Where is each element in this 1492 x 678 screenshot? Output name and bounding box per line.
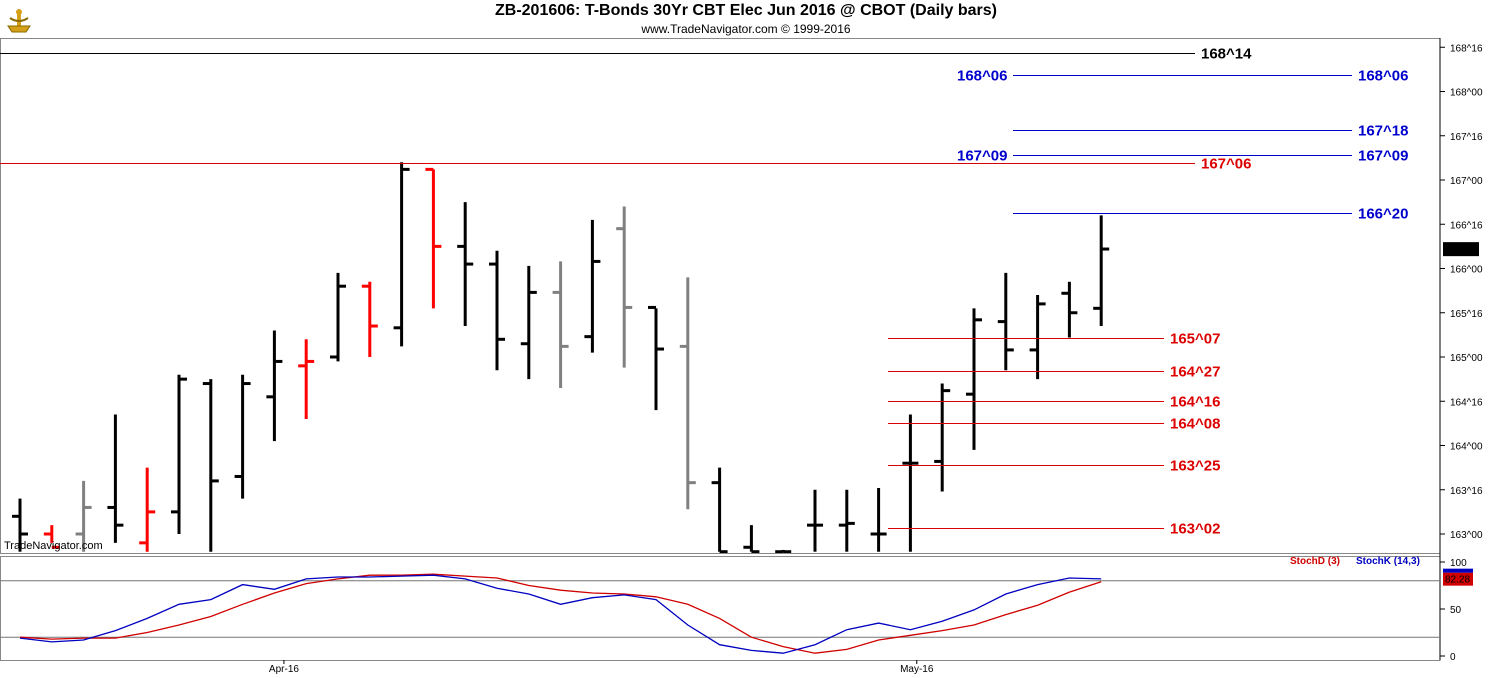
level-label-167^09: 167^09 <box>1358 148 1408 165</box>
ohlc-bar <box>520 265 537 380</box>
ohlc-bar <box>648 305 664 411</box>
ohlc-bar <box>1029 295 1046 380</box>
ohlc-bar <box>12 498 28 552</box>
y-tick-label: 168^16 <box>1450 43 1483 54</box>
y-tick-label: 164^00 <box>1450 442 1483 453</box>
ohlc-bar <box>361 281 378 357</box>
x-tick-label: Apr-16 <box>269 664 299 675</box>
watermark: TradeNavigator.com <box>4 540 103 552</box>
level-label-164^27: 164^27 <box>1170 364 1220 381</box>
ohlc-bar <box>679 277 696 510</box>
y-tick-label: 168^00 <box>1450 88 1483 99</box>
ohlc-bar <box>552 261 569 388</box>
tradenavigator-logo-icon <box>4 4 34 34</box>
ohlc-bar <box>1061 281 1078 338</box>
ohlc-bar <box>298 339 315 419</box>
level-label-168^14: 168^14 <box>1201 46 1252 63</box>
stoch-y-tick-label: 0 <box>1450 652 1456 663</box>
ohlc-bar <box>1093 215 1110 327</box>
stoch-line-d <box>19 573 1102 654</box>
y-tick-label: 165^16 <box>1450 309 1483 320</box>
stoch-last-value-box <box>1443 572 1473 586</box>
ohlc-bar <box>807 489 823 552</box>
ohlc-bar <box>330 272 346 362</box>
ohlc-bar <box>870 487 887 552</box>
ohlc-bar <box>266 330 283 442</box>
stoch-d-legend: StochD (3) <box>1290 556 1340 567</box>
x-tick-label: May-16 <box>900 664 934 675</box>
ohlc-bar <box>838 489 855 552</box>
level-label-left-167^09: 167^09 <box>957 148 1007 165</box>
stoch-k-legend: StochK (14,3) <box>1356 556 1420 567</box>
ohlc-bar <box>171 374 187 534</box>
level-label-168^06: 168^06 <box>1358 68 1408 85</box>
ohlc-bar <box>711 467 728 553</box>
ohlc-bar <box>966 308 982 450</box>
ohlc-bar <box>997 272 1014 371</box>
ohlc-bar <box>616 206 633 368</box>
stoch-y-tick-label: 100 <box>1450 558 1467 569</box>
ohlc-bar <box>584 219 601 353</box>
ohlc-bar <box>393 162 410 347</box>
y-tick-label: 164^16 <box>1450 397 1483 408</box>
level-label-164^08: 164^08 <box>1170 416 1220 433</box>
y-tick-label: 163^00 <box>1450 530 1483 541</box>
level-label-166^20: 166^20 <box>1358 206 1408 223</box>
price-plot-area <box>12 162 1110 553</box>
ohlc-bar <box>75 480 92 552</box>
last-price-label: 166^07 <box>1446 245 1479 256</box>
ohlc-bar <box>743 525 760 553</box>
level-label-165^07: 165^07 <box>1170 331 1220 348</box>
ohlc-bar <box>457 202 474 327</box>
ohlc-bar <box>139 467 156 552</box>
ohlc-bar <box>425 167 442 309</box>
last-price-box <box>1443 242 1479 257</box>
ohlc-bar <box>234 374 251 499</box>
y-tick-label: 166^16 <box>1450 220 1483 231</box>
stoch-k-marker <box>1443 568 1473 573</box>
stoch-y-tick-label: 50 <box>1450 605 1462 616</box>
ohlc-bar <box>902 414 919 552</box>
y-tick-label: 167^00 <box>1450 176 1483 187</box>
level-label-163^25: 163^25 <box>1170 458 1220 475</box>
chart-title: ZB-201606: T-Bonds 30Yr CBT Elec Jun 201… <box>495 2 997 19</box>
chart-subtitle: www.TradeNavigator.com © 1999-2016 <box>641 22 851 36</box>
level-label-167^06: 167^06 <box>1201 156 1251 173</box>
y-tick-label: 167^16 <box>1450 132 1483 143</box>
y-tick-label: 166^00 <box>1450 265 1483 276</box>
ohlc-bar <box>489 250 505 371</box>
stoch-last-value-label: 82.28 <box>1445 575 1470 586</box>
level-label-167^18: 167^18 <box>1358 123 1408 140</box>
ohlc-bar <box>43 525 60 549</box>
ohlc-bar <box>202 379 219 552</box>
level-label-164^16: 164^16 <box>1170 394 1220 411</box>
y-tick-label: 165^00 <box>1450 353 1483 364</box>
level-label-left-168^06: 168^06 <box>957 68 1007 85</box>
ohlc-bar <box>107 414 124 543</box>
level-label-163^02: 163^02 <box>1170 521 1220 538</box>
stoch-line-k <box>19 574 1102 654</box>
y-tick-label: 163^16 <box>1450 486 1483 497</box>
ohlc-bar <box>775 549 792 553</box>
ohlc-bar <box>934 383 951 492</box>
